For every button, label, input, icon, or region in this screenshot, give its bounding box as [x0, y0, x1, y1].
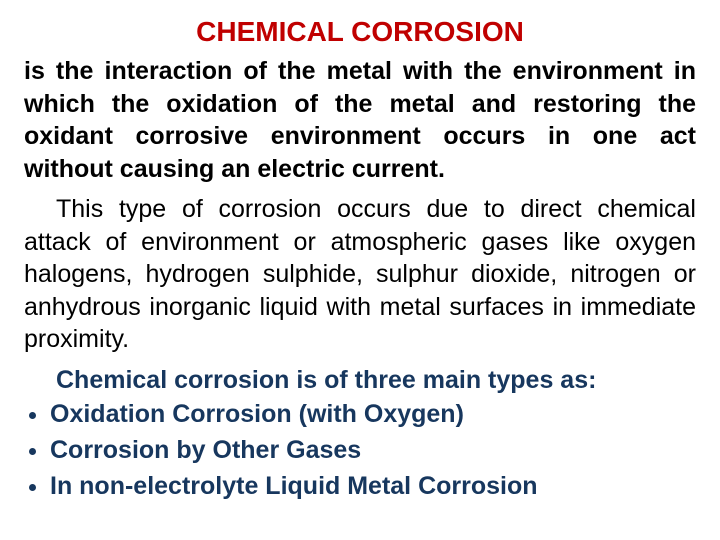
types-heading: Chemical corrosion is of three main type…: [24, 364, 696, 397]
slide-title: CHEMICAL CORROSION: [24, 14, 696, 49]
slide: CHEMICAL CORROSION is the interaction of…: [0, 0, 720, 540]
list-item: Corrosion by Other Gases: [50, 434, 696, 468]
definition-paragraph: is the interaction of the metal with the…: [24, 55, 696, 185]
list-item: In non-electrolyte Liquid Metal Corrosio…: [50, 470, 696, 504]
types-list: Oxidation Corrosion (with Oxygen) Corros…: [24, 398, 696, 503]
list-item: Oxidation Corrosion (with Oxygen): [50, 398, 696, 432]
body-paragraph: This type of corrosion occurs due to dir…: [24, 193, 696, 356]
